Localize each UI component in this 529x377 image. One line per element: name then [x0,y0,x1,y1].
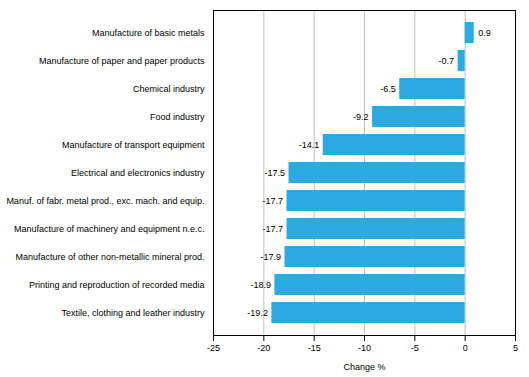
svg-text:-5: -5 [411,343,419,353]
svg-text:-9.2: -9.2 [353,112,369,122]
svg-text:-17.9: -17.9 [260,252,281,262]
svg-text:-17.7: -17.7 [262,196,283,206]
svg-text:Chemical industry: Chemical industry [133,84,205,94]
svg-text:-17.7: -17.7 [262,224,283,234]
svg-text:Manufacture of paper and paper: Manufacture of paper and paper products [39,56,205,66]
svg-text:-17.5: -17.5 [264,168,285,178]
svg-text:Manufacture of other non-metal: Manufacture of other non-metallic minera… [15,252,204,262]
svg-text:-19.2: -19.2 [247,308,268,318]
svg-text:-18.9: -18.9 [250,280,271,290]
svg-text:Electrical and electronics ind: Electrical and electronics industry [71,168,205,178]
svg-text:-20: -20 [257,343,270,353]
svg-text:0: 0 [463,343,468,353]
svg-text:Manufacture of basic metals: Manufacture of basic metals [92,28,205,38]
svg-text:Change %: Change % [343,362,385,372]
svg-text:-10: -10 [358,343,371,353]
svg-text:Manuf. of fabr. metal prod., e: Manuf. of fabr. metal prod., exc. mach. … [6,196,204,206]
svg-text:-14.1: -14.1 [299,140,320,150]
svg-text:Food industry: Food industry [150,112,205,122]
svg-text:5: 5 [513,343,518,353]
svg-text:Manufacture of machinery and e: Manufacture of machinery and equipment n… [14,224,205,234]
svg-text:0.9: 0.9 [478,28,491,38]
svg-text:-25: -25 [207,343,220,353]
svg-text:Manufacture of transport equip: Manufacture of transport equipment [62,140,205,150]
svg-text:Textile, clothing and leather: Textile, clothing and leather industry [61,308,205,318]
svg-text:-6.5: -6.5 [380,84,396,94]
svg-text:-15: -15 [308,343,321,353]
svg-text:-0.7: -0.7 [439,56,455,66]
svg-text:Printing and reproduction of r: Printing and reproduction of recorded me… [29,280,205,290]
